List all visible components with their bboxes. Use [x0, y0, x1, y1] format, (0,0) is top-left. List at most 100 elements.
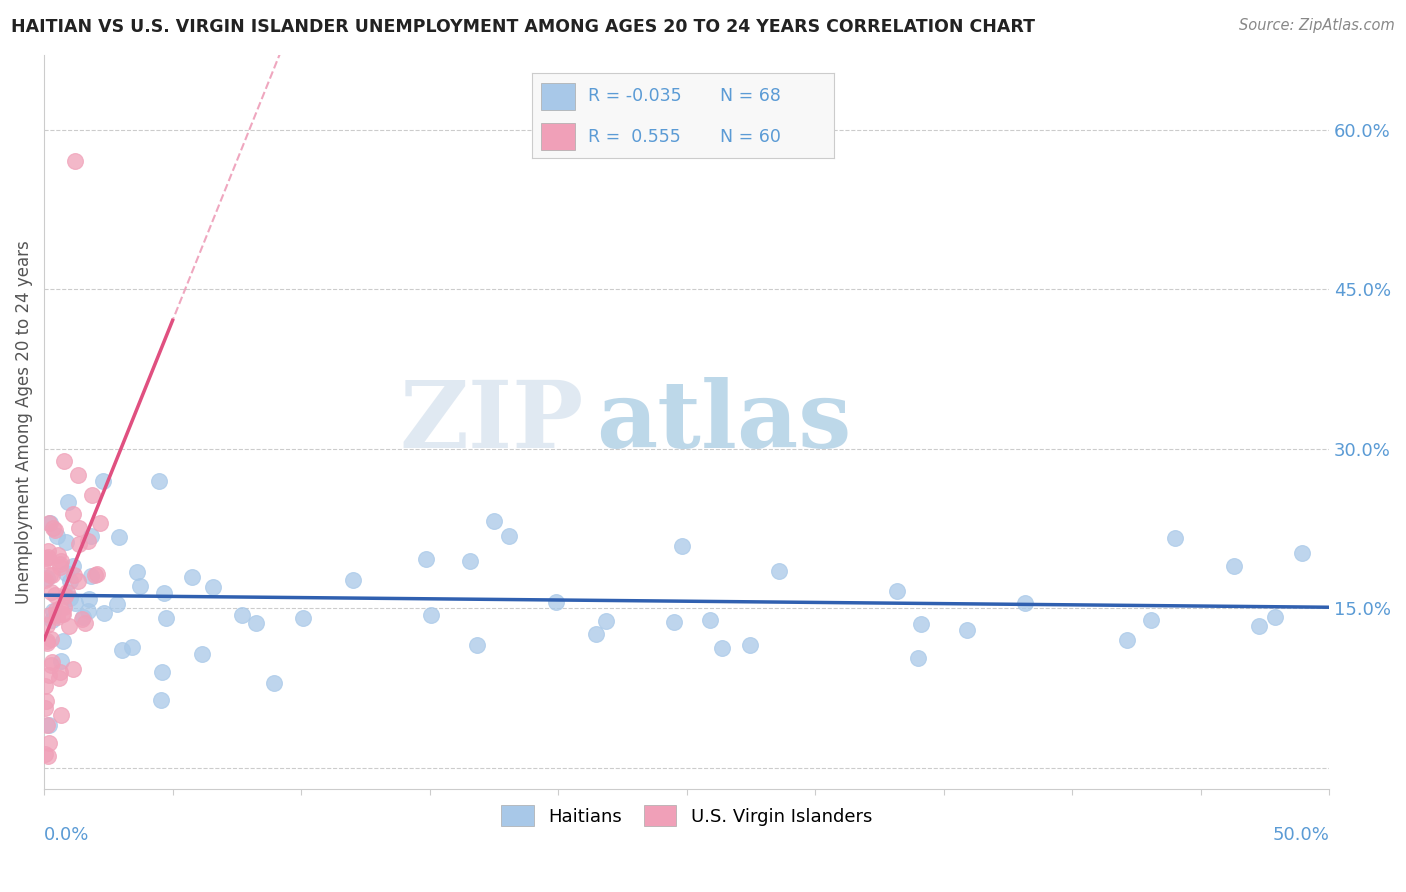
Point: [37, 543, 59, 558]
Point: [1164, 531, 1187, 545]
Point: [62, 567, 84, 582]
Point: [84, 568, 107, 582]
Point: [55, 535, 77, 549]
Point: [62, 558, 84, 573]
Point: [35, 551, 58, 566]
Point: [35, 634, 58, 648]
Point: [342, 573, 364, 587]
Text: atlas: atlas: [596, 377, 852, 467]
Point: [51, 607, 73, 622]
Point: [1115, 632, 1137, 647]
Point: [768, 564, 790, 578]
Point: [121, 640, 143, 654]
Point: [41, 613, 63, 627]
Point: [48, 548, 70, 562]
Point: [56, 584, 79, 599]
Point: [34, 553, 56, 567]
Point: [128, 579, 150, 593]
Point: [80, 488, 103, 502]
Point: [52, 453, 75, 467]
Point: [41, 655, 63, 669]
Point: [59, 591, 82, 605]
Point: [42, 521, 65, 535]
Point: [107, 530, 129, 544]
Point: [1014, 596, 1036, 610]
Point: [153, 585, 176, 599]
Point: [662, 615, 685, 629]
Point: [73, 616, 96, 631]
Point: [181, 570, 204, 584]
Point: [72, 610, 94, 624]
Point: [148, 474, 170, 488]
Point: [52, 634, 75, 648]
Point: [671, 539, 693, 553]
Point: [907, 651, 929, 665]
Point: [38, 516, 60, 530]
Point: [245, 615, 267, 630]
Point: [458, 554, 481, 568]
Point: [86, 566, 108, 581]
Point: [910, 616, 932, 631]
Point: [62, 508, 84, 522]
Point: [419, 608, 441, 623]
Point: [49, 707, 72, 722]
Point: [39, 632, 62, 646]
Point: [42, 603, 65, 617]
Point: [93, 606, 115, 620]
Point: [89, 516, 111, 531]
Point: [34, 679, 56, 693]
Point: [465, 638, 488, 652]
Point: [150, 665, 173, 679]
Point: [37, 636, 59, 650]
Point: [80, 529, 103, 543]
Point: [37, 748, 59, 763]
Point: [37, 717, 59, 731]
Point: [39, 568, 62, 582]
Point: [44, 588, 66, 602]
Point: [56, 495, 79, 509]
Point: [484, 514, 506, 528]
Point: [46, 610, 69, 624]
Point: [39, 585, 62, 599]
Text: 0.0%: 0.0%: [44, 826, 90, 844]
Point: [150, 692, 173, 706]
Point: [52, 607, 75, 621]
Point: [415, 551, 437, 566]
Point: [585, 627, 607, 641]
Point: [498, 528, 520, 542]
Point: [231, 608, 253, 623]
Point: [740, 638, 762, 652]
Point: [39, 657, 62, 672]
Point: [49, 665, 72, 679]
Point: [44, 523, 66, 537]
Point: [59, 574, 82, 589]
Point: [48, 671, 70, 685]
Point: [38, 718, 60, 732]
Point: [49, 654, 72, 668]
Point: [70, 612, 93, 626]
Point: [38, 735, 60, 749]
Point: [34, 747, 56, 761]
Text: ZIP: ZIP: [399, 377, 583, 467]
Point: [125, 565, 148, 579]
Point: [291, 611, 314, 625]
Text: Source: ZipAtlas.com: Source: ZipAtlas.com: [1239, 18, 1395, 33]
Text: HAITIAN VS U.S. VIRGIN ISLANDER UNEMPLOYMENT AMONG AGES 20 TO 24 YEARS CORRELATI: HAITIAN VS U.S. VIRGIN ISLANDER UNEMPLOY…: [11, 18, 1035, 36]
Point: [66, 467, 89, 482]
Point: [35, 618, 58, 632]
Point: [46, 529, 69, 543]
Point: [34, 573, 56, 587]
Point: [53, 589, 76, 603]
Point: [67, 574, 90, 588]
Point: [1140, 613, 1163, 627]
Point: [45, 603, 67, 617]
Point: [91, 475, 114, 489]
Point: [1247, 619, 1270, 633]
Point: [53, 599, 76, 614]
Point: [58, 618, 80, 632]
Point: [77, 592, 100, 607]
Point: [34, 701, 56, 715]
Point: [41, 568, 63, 582]
Point: [49, 560, 72, 574]
Point: [191, 647, 214, 661]
